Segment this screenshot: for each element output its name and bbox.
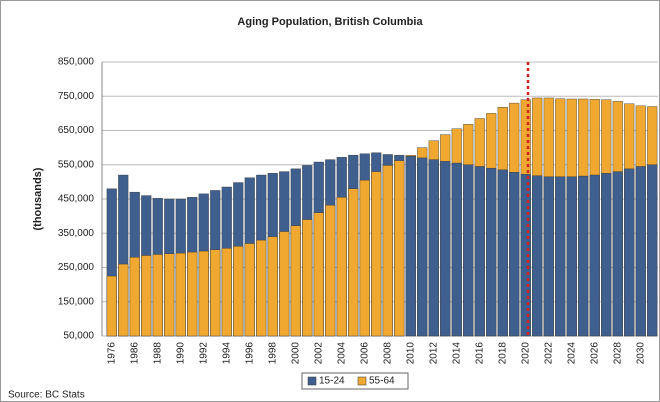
bar bbox=[359, 179, 370, 337]
bar bbox=[647, 164, 658, 337]
x-tick-label: 2012 bbox=[428, 342, 439, 365]
bar bbox=[336, 197, 347, 337]
bar bbox=[509, 172, 520, 337]
bar bbox=[612, 171, 623, 337]
bar bbox=[497, 169, 508, 337]
legend-swatch bbox=[357, 376, 367, 386]
bar bbox=[325, 204, 336, 337]
bar bbox=[129, 257, 140, 337]
bar bbox=[244, 243, 255, 337]
y-tick-label: 750,000 bbox=[58, 91, 95, 102]
bar bbox=[578, 175, 589, 337]
bar bbox=[221, 248, 232, 337]
bar bbox=[348, 188, 359, 337]
x-tick-label: 1998 bbox=[267, 342, 278, 365]
x-tick-label: 1994 bbox=[221, 342, 232, 365]
bar bbox=[417, 157, 428, 337]
x-tick-label: 1990 bbox=[175, 342, 186, 365]
x-tick-label: 2030 bbox=[635, 342, 646, 365]
y-tick-label: 350,000 bbox=[58, 228, 95, 239]
y-tick-label: 650,000 bbox=[58, 125, 95, 136]
bar bbox=[164, 253, 175, 337]
legend-box bbox=[301, 372, 409, 390]
y-tick-label: 50,000 bbox=[63, 331, 94, 342]
bar bbox=[210, 249, 221, 337]
y-tick-label: 550,000 bbox=[58, 159, 95, 170]
x-tick-label: 2018 bbox=[497, 342, 508, 365]
bar bbox=[463, 164, 474, 337]
bar bbox=[601, 173, 612, 337]
bar bbox=[290, 225, 301, 337]
y-axis-label: (thousands) bbox=[32, 167, 44, 230]
bar bbox=[624, 168, 635, 337]
x-tick-label: 1996 bbox=[244, 342, 255, 365]
x-tick-label: 2000 bbox=[290, 342, 301, 365]
bar bbox=[152, 254, 163, 337]
bar bbox=[279, 231, 290, 337]
bar bbox=[451, 162, 462, 337]
y-tick-label: 150,000 bbox=[58, 296, 95, 307]
bar bbox=[555, 176, 566, 337]
bar bbox=[566, 176, 577, 337]
legend-swatch bbox=[307, 376, 317, 386]
x-tick-label: 1986 bbox=[129, 342, 140, 365]
x-tick-label: 2016 bbox=[474, 342, 485, 365]
x-tick-label: 2006 bbox=[359, 342, 370, 365]
bar bbox=[175, 252, 186, 337]
x-tick-label: 1992 bbox=[198, 342, 209, 365]
bar bbox=[256, 239, 267, 337]
bar bbox=[118, 263, 129, 337]
chart-title: Aging Population, British Columbia bbox=[237, 16, 423, 28]
x-tick-label: 2004 bbox=[336, 342, 347, 365]
bar bbox=[520, 174, 531, 337]
y-tick-label: 450,000 bbox=[58, 194, 95, 205]
bar bbox=[141, 255, 152, 337]
x-tick-label: 1988 bbox=[152, 342, 163, 365]
bar bbox=[440, 161, 451, 337]
bar bbox=[635, 166, 646, 337]
x-tick-label: 2028 bbox=[612, 342, 623, 365]
x-tick-label: 2022 bbox=[543, 342, 554, 365]
plot-area bbox=[101, 61, 658, 337]
x-tick-label: 2020 bbox=[520, 342, 531, 365]
bar bbox=[187, 251, 198, 337]
x-tick-label: 2014 bbox=[451, 342, 462, 365]
x-tick-label: 2002 bbox=[313, 342, 324, 365]
legend-label: 15-24 bbox=[319, 376, 345, 387]
x-tick-label: 2024 bbox=[566, 342, 577, 365]
bar bbox=[106, 275, 117, 337]
bar bbox=[233, 246, 244, 337]
x-tick-label: 2008 bbox=[382, 342, 393, 365]
bar bbox=[302, 219, 313, 337]
bar bbox=[371, 171, 382, 337]
bar bbox=[532, 175, 543, 337]
y-tick-label: 250,000 bbox=[58, 262, 95, 273]
bar bbox=[267, 236, 278, 337]
bar bbox=[405, 155, 416, 337]
bar bbox=[198, 250, 209, 337]
bar bbox=[394, 160, 405, 337]
bar bbox=[428, 159, 439, 337]
y-tick-label: 850,000 bbox=[58, 57, 95, 68]
bar bbox=[382, 165, 393, 337]
bar bbox=[543, 176, 554, 337]
source-note: Source: BC Stats bbox=[8, 390, 85, 401]
bar bbox=[313, 212, 324, 337]
bar bbox=[486, 167, 497, 337]
x-tick-label: 2026 bbox=[589, 342, 600, 365]
x-tick-label: 2010 bbox=[405, 342, 416, 365]
legend: 15-24 55-64 bbox=[301, 372, 409, 390]
bar bbox=[474, 166, 485, 337]
bar bbox=[589, 174, 600, 337]
legend-label: 55-64 bbox=[369, 376, 395, 387]
x-tick-label: 1976 bbox=[106, 342, 117, 365]
